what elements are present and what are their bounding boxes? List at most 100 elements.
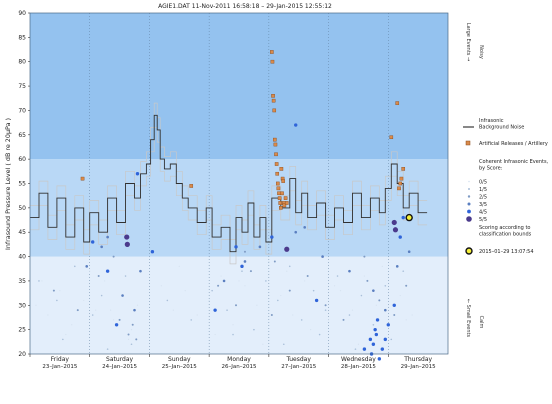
event-score-2 <box>363 255 366 258</box>
x-date-label: 23–Jan–2015 <box>42 364 77 370</box>
artificial-events <box>80 50 406 210</box>
event-score-2 <box>135 338 138 341</box>
event-score-1 <box>232 333 234 336</box>
level-bands <box>30 13 448 354</box>
event-score-4 <box>294 123 298 127</box>
y-tick-label: 35 <box>18 278 26 285</box>
event-score-0 <box>127 338 130 340</box>
event-score-1 <box>38 280 40 282</box>
legend-coherent-title: Coherent Infrasonic Events, by Score: <box>479 159 550 172</box>
event-score-0 <box>130 329 133 331</box>
legend-score-label: 5/5 <box>479 217 487 223</box>
x-day-label: Wednesday <box>341 356 376 363</box>
event-score-2 <box>118 318 121 321</box>
event-score-5 <box>124 234 130 240</box>
legend-score-label: 0/5 <box>479 180 487 186</box>
artificial-marker <box>276 181 280 186</box>
event-score-1 <box>106 348 109 350</box>
band-0 <box>30 256 448 354</box>
artificial-marker <box>277 191 281 196</box>
artificial-marker <box>273 142 278 147</box>
event-score-1 <box>282 343 285 346</box>
event-score-4 <box>91 240 95 244</box>
artificial-marker <box>270 50 274 54</box>
legend-score-list: 0/51/5 2/53/5 4/55/5 <box>466 180 487 223</box>
event-score-2 <box>131 323 134 326</box>
event-score-4 <box>135 172 140 176</box>
event-score-3 <box>133 308 136 312</box>
y-tick-label: 60 <box>18 156 26 163</box>
event-score-2 <box>270 314 273 317</box>
event-score-1 <box>372 323 375 326</box>
artificial-marker <box>273 137 277 142</box>
event-score-0 <box>381 265 383 267</box>
y-axis: 20 25 30 35 40 45 50 55 60 65 70 75 80 85 90 <box>18 10 30 358</box>
event-score-2 <box>273 260 276 263</box>
y-tick-label: 80 <box>18 59 26 66</box>
band-2 <box>30 13 448 160</box>
legend-background-noise: Infrasonic Background Noise <box>479 118 524 131</box>
noise-upper-envelope <box>30 102 428 240</box>
event-score-0 <box>339 290 342 292</box>
event-score-2 <box>127 333 130 336</box>
event-score-4 <box>105 269 110 273</box>
event-score-1 <box>130 343 133 346</box>
band-1 <box>30 159 448 257</box>
event-score-0 <box>232 324 234 326</box>
y-axis-label: Infrasound Pressure Level ( dB re 20μPa … <box>4 118 12 250</box>
event-score-0 <box>280 294 282 297</box>
event-score-0 <box>310 329 312 331</box>
event-score-1 <box>56 299 58 302</box>
event-score-1 <box>124 275 127 277</box>
legend-scoring-note: Scoring according to classification boun… <box>479 225 532 238</box>
event-score-0 <box>160 285 162 287</box>
artificial-marker <box>283 196 288 200</box>
event-score-1 <box>100 294 103 297</box>
event-score-3 <box>100 245 103 249</box>
artificial-marker <box>284 201 289 205</box>
event-score-3 <box>121 294 124 297</box>
small-events-label: ← Small Events <box>465 299 471 338</box>
event-score-0 <box>95 309 97 311</box>
noisy-label: Noisy <box>478 45 484 59</box>
event-score-0 <box>220 275 222 277</box>
event-score-0 <box>110 309 112 311</box>
event-score-4 <box>383 337 387 342</box>
event-score-4 <box>371 342 376 346</box>
event-score-0 <box>238 280 240 282</box>
event-score-4 <box>368 337 373 342</box>
y-tick-label: 85 <box>18 34 26 41</box>
x-date-label: 24–Jan–2015 <box>102 364 137 370</box>
event-score-0 <box>214 333 216 336</box>
event-score-4 <box>377 357 382 361</box>
event-score-0 <box>357 343 360 345</box>
right-side-labels: Large Events → Noisy ← Small Events Calm <box>465 23 484 338</box>
legend-score-label: 4/5 <box>479 210 487 216</box>
noise-line <box>30 114 428 253</box>
event-score-4 <box>374 332 379 337</box>
event-score-0 <box>113 319 115 321</box>
event-score-1 <box>312 289 315 292</box>
event-score-0 <box>411 314 413 316</box>
event-score-1 <box>190 319 193 321</box>
legend-scoring-note-line2: classification bounds <box>479 232 532 238</box>
y-tick-label: 30 <box>18 302 26 309</box>
artificial-marker <box>274 152 278 157</box>
event-score-4 <box>375 318 380 322</box>
artificial-marker <box>272 108 277 113</box>
latest-event <box>405 213 413 222</box>
y-tick-label: 65 <box>18 132 26 139</box>
chart-title: AGIE1.DAT 11-Nov-2011 16:58:18 – 29-Jan-… <box>158 3 332 10</box>
event-score-2 <box>97 275 100 278</box>
x-date-label: 27–Jan–2015 <box>281 364 316 370</box>
artificial-marker <box>276 186 281 191</box>
background-noise <box>30 102 428 265</box>
event-score-1 <box>62 338 64 341</box>
calm-label: Calm <box>478 316 484 329</box>
coherent-events <box>35 123 413 361</box>
event-score-1 <box>318 333 321 336</box>
artificial-marker <box>398 181 403 186</box>
event-score-3 <box>372 289 375 292</box>
event-score-2 <box>76 309 79 312</box>
event-score-0 <box>83 299 85 302</box>
